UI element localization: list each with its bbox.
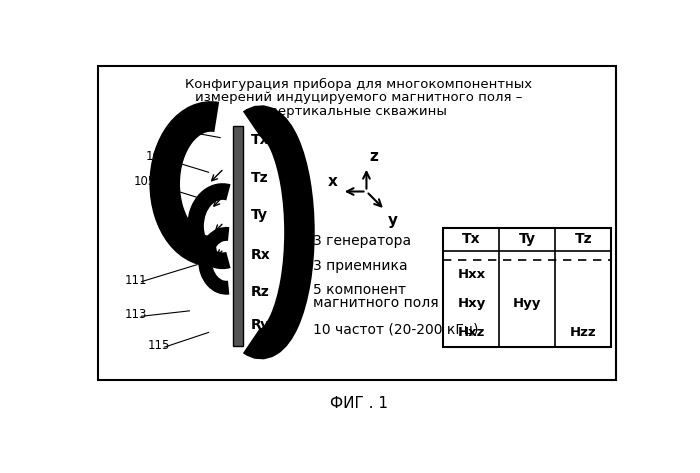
Text: Hyy: Hyy [513, 297, 542, 310]
Text: Rx: Rx [251, 248, 270, 263]
Text: Tz: Tz [575, 232, 592, 246]
Text: 115: 115 [148, 339, 169, 352]
Text: y: y [388, 213, 398, 228]
Text: Ty: Ty [519, 232, 536, 246]
Text: Hxy: Hxy [457, 297, 486, 310]
Bar [233, 126, 243, 345]
Text: 3 генератора: 3 генератора [312, 234, 411, 248]
Text: Tz: Tz [251, 171, 268, 185]
Text: Hxx: Hxx [457, 268, 486, 281]
Text: измерений индуцируемого магнитного поля –: измерений индуцируемого магнитного поля … [195, 91, 522, 105]
Text: 3 приемника: 3 приемника [312, 259, 407, 272]
Text: Hzz: Hzz [570, 326, 596, 339]
Text: Rz: Rz [251, 285, 270, 298]
Text: Hxz: Hxz [458, 326, 485, 339]
Text: Конфигурация прибора для многокомпонентных: Конфигурация прибора для многокомпонентн… [186, 79, 532, 91]
Text: 103: 103 [146, 150, 168, 163]
Text: ФИГ . 1: ФИГ . 1 [330, 396, 388, 411]
Text: 113: 113 [125, 308, 146, 321]
Text: x: x [328, 174, 338, 189]
Text: 111: 111 [124, 273, 147, 287]
Bar [99, 66, 616, 380]
Bar [444, 228, 611, 347]
Text: Tx: Tx [251, 133, 270, 147]
Text: 10 частот (20-200 кГц): 10 частот (20-200 кГц) [312, 323, 478, 336]
Text: Tx: Tx [462, 232, 481, 246]
Text: 5 компонент: 5 компонент [312, 283, 405, 297]
Text: 105: 105 [134, 175, 156, 188]
Text: 101: 101 [169, 123, 191, 136]
Text: z: z [370, 149, 379, 164]
Text: вертикальные скважины: вертикальные скважины [270, 105, 447, 117]
Text: магнитного поля: магнитного поля [312, 296, 438, 310]
Text: Ty: Ty [251, 208, 267, 222]
Text: Ry: Ry [251, 318, 270, 332]
